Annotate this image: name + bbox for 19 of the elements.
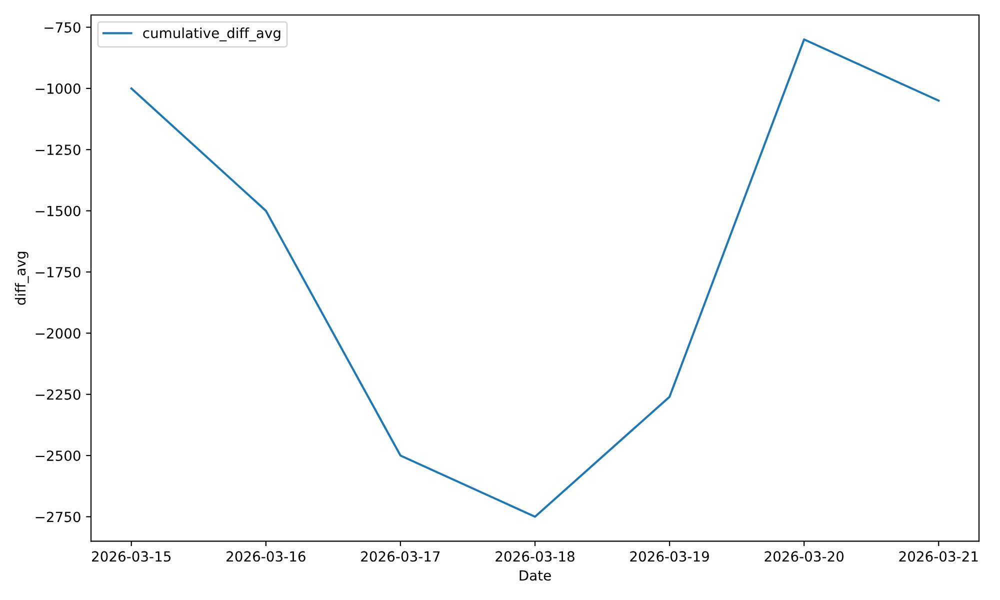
y-tick-label: −1000 <box>36 83 80 94</box>
y-tick-label: −1500 <box>36 206 80 216</box>
x-tick-label: 2026-03-18 <box>496 551 574 562</box>
y-tick-label: −750 <box>44 22 80 33</box>
x-tick-label: 2026-03-21 <box>899 551 978 562</box>
y-tick-label: −2750 <box>36 512 80 522</box>
y-tick-label: −2500 <box>36 450 80 462</box>
x-tick-label: 2026-03-17 <box>361 551 440 562</box>
y-axis-title: diff_avg <box>14 252 29 305</box>
x-axis-title: Date <box>520 570 551 581</box>
y-tick-label: −1750 <box>36 266 80 278</box>
x-tick-label: 2026-03-19 <box>630 551 709 562</box>
x-tick-label: 2026-03-16 <box>226 551 306 562</box>
y-tick-label: −1250 <box>36 144 80 156</box>
x-tick-label: 2026-03-20 <box>764 551 844 562</box>
y-tick-label: −2250 <box>36 389 80 400</box>
legend-label: cumulative_diff_avg <box>143 28 280 42</box>
y-tick-label: −2000 <box>36 328 80 339</box>
x-tick-label: 2026-03-15 <box>92 551 171 562</box>
